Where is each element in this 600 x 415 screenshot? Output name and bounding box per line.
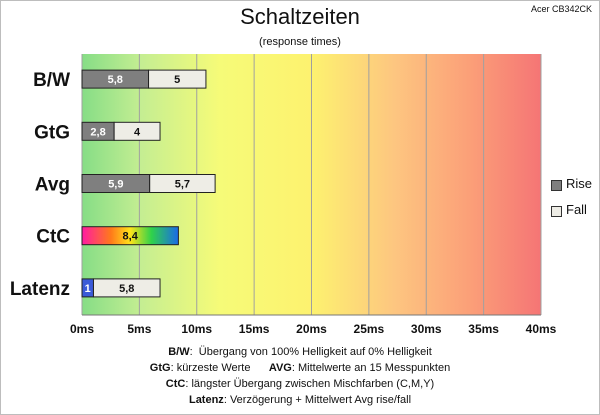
monitor-model-label: Acer CB342CK xyxy=(530,4,592,14)
note-ctc: CtC: längster Übergang zwischen Mischfar… xyxy=(165,378,435,390)
bar-fall xyxy=(92,278,161,298)
data-label-fall: 4 xyxy=(134,126,141,138)
data-label-rise: 8,4 xyxy=(123,231,139,243)
x-tick-label: 40ms xyxy=(526,322,557,336)
category-label: GtG xyxy=(34,122,70,143)
legend-swatch-rise xyxy=(551,180,562,191)
note-key: B/W xyxy=(168,346,190,358)
bar-fall xyxy=(148,69,207,89)
legend-swatch-fall xyxy=(551,206,562,217)
x-tick-label: 5ms xyxy=(127,322,151,336)
category-label: CtC xyxy=(36,227,70,248)
note-key: Latenz xyxy=(188,394,224,406)
data-label-fall: 5 xyxy=(174,74,180,86)
note-text: Übergang von 100% Helligkeit auf 0% Hell… xyxy=(198,346,432,358)
x-tick-label: 20ms xyxy=(296,322,327,336)
note-key: CtC xyxy=(165,378,186,390)
note-gtg-avg: GtG: kürzeste Werte AVG: Mittelwerte an … xyxy=(149,362,451,374)
category-label: Avg xyxy=(35,175,70,196)
note-key: AVG xyxy=(268,362,292,374)
note-text: Verzögerung + Mittelwert Avg rise/fall xyxy=(229,394,412,406)
data-label-fall: 5,8 xyxy=(119,283,134,295)
x-tick-label: 10ms xyxy=(181,322,212,336)
legend-label-rise: Rise xyxy=(566,176,593,191)
data-label-rise: 5,8 xyxy=(108,74,123,86)
x-tick-label: 25ms xyxy=(354,322,385,336)
bar-rise xyxy=(81,226,179,246)
legend-notes: B/W: Übergang von 100% Helligkeit auf 0%… xyxy=(0,344,600,408)
x-tick-label: 15ms xyxy=(239,322,270,336)
note-bw: B/W: Übergang von 100% Helligkeit auf 0%… xyxy=(168,346,432,358)
x-tick-label: 30ms xyxy=(411,322,442,336)
note-text: Mittelwerte an 15 Messpunkten xyxy=(297,362,451,374)
data-label-rise: 2,8 xyxy=(90,126,105,138)
data-label-rise: 1 xyxy=(85,283,91,295)
note-text: kürzeste Werte xyxy=(176,362,251,374)
legend-label-fall: Fall xyxy=(566,202,587,217)
x-tick-label: 0ms xyxy=(70,322,94,336)
chart-subtitle: (response times) xyxy=(259,36,341,48)
data-label-fall: 5,7 xyxy=(175,179,190,191)
chart-title: Schaltzeiten xyxy=(240,4,360,29)
data-label-rise: 5,9 xyxy=(108,179,123,191)
note-text: längster Übergang zwischen Mischfarben (… xyxy=(191,378,435,390)
category-label: B/W xyxy=(33,70,70,91)
category-label: Latenz xyxy=(10,279,70,300)
x-tick-label: 35ms xyxy=(468,322,499,336)
bar-fall xyxy=(113,121,161,141)
note-latenz: Latenz: Verzögerung + Mittelwert Avg ris… xyxy=(188,394,412,406)
bar-fall xyxy=(149,174,216,193)
note-key: GtG xyxy=(149,362,171,374)
